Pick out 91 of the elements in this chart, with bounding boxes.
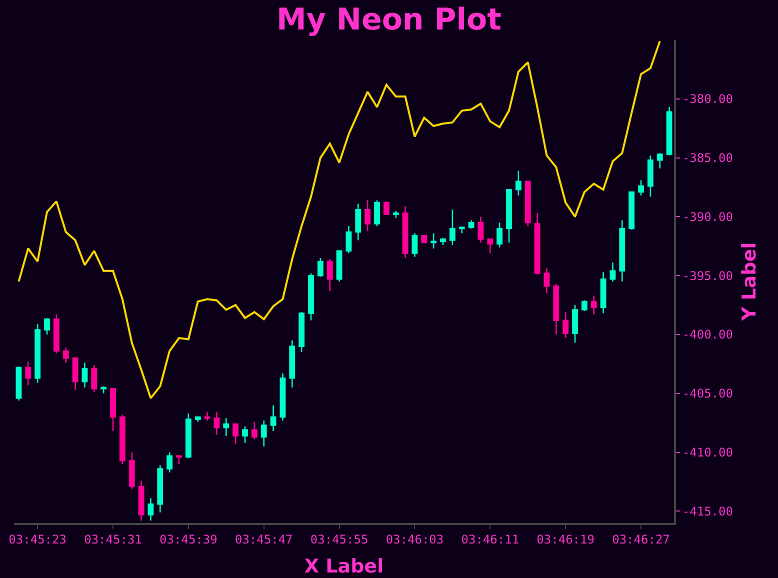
candlestick xyxy=(242,426,248,444)
candlestick xyxy=(251,421,258,440)
candlestick xyxy=(581,300,588,312)
candlestick xyxy=(298,311,305,353)
candlestick xyxy=(430,232,437,250)
candlestick xyxy=(590,294,597,316)
candlestick xyxy=(553,283,560,336)
candlestick xyxy=(346,225,352,254)
candlestick xyxy=(289,340,296,388)
candlestick xyxy=(157,464,164,514)
x-tick-label: 03:45:23 xyxy=(8,532,66,546)
candlestick xyxy=(544,268,550,294)
candlestick xyxy=(524,180,531,227)
candlestick xyxy=(572,304,578,344)
candlestick xyxy=(260,420,267,448)
candlestick xyxy=(91,364,98,393)
candlestick xyxy=(355,203,362,241)
x-tick-label: 03:45:47 xyxy=(234,532,293,546)
candlestick xyxy=(402,205,408,259)
candlestick xyxy=(232,423,239,445)
candlestick xyxy=(610,262,616,282)
y-tick-label: -390.00 xyxy=(682,210,733,224)
candlestick xyxy=(440,237,446,246)
candlestick xyxy=(138,480,144,522)
candlestick xyxy=(270,404,276,432)
candlestick xyxy=(600,271,606,314)
candlestick xyxy=(148,498,154,522)
chart-title: My Neon Plot xyxy=(276,2,502,38)
candlestick xyxy=(34,323,41,384)
candlestick xyxy=(374,200,380,227)
candlestick xyxy=(383,200,390,215)
candlestick xyxy=(638,180,644,196)
candlestick xyxy=(487,238,494,254)
candlestick xyxy=(185,412,192,459)
candlestick xyxy=(506,188,512,244)
candlestick xyxy=(280,372,286,422)
candlestick xyxy=(468,220,474,230)
candlestick xyxy=(647,154,654,198)
candlestick xyxy=(82,362,88,388)
candlestick xyxy=(449,208,456,246)
x-axis-title: X Label xyxy=(304,556,384,578)
candlestick xyxy=(317,257,324,278)
candlestick xyxy=(326,258,333,292)
candlestick xyxy=(194,416,201,422)
y-tick-label: -400.00 xyxy=(682,328,733,342)
candlestick xyxy=(166,452,173,473)
candlestick xyxy=(110,388,116,432)
y-tick-label: -395.00 xyxy=(682,268,733,283)
candlestick xyxy=(308,272,314,322)
candlestick xyxy=(72,357,78,391)
candlestick xyxy=(16,366,22,402)
candlestick xyxy=(128,452,135,490)
y-tick-label: -380.00 xyxy=(682,92,733,106)
candlestick xyxy=(412,232,418,258)
x-tick-label: 03:46:27 xyxy=(612,532,670,546)
candlestick xyxy=(666,106,672,156)
y-axis-title: Y Label xyxy=(738,242,760,322)
candlestick xyxy=(223,418,230,436)
candlestick xyxy=(458,226,465,234)
candlestick xyxy=(336,250,342,282)
candlestick xyxy=(364,200,371,232)
candlestick xyxy=(478,216,484,244)
line-series xyxy=(18,40,661,400)
y-tick-label: -385.00 xyxy=(682,151,733,165)
x-tick-label: 03:45:31 xyxy=(84,532,142,546)
candlestick xyxy=(44,317,50,336)
y-tick-label: -415.00 xyxy=(682,504,733,518)
candlestick xyxy=(628,191,635,230)
candlestick xyxy=(496,222,503,248)
candlestick xyxy=(62,346,69,364)
candlestick xyxy=(176,455,182,465)
candlestick xyxy=(204,412,210,422)
candlestick xyxy=(534,212,540,276)
candlestick xyxy=(515,170,522,196)
candlestick xyxy=(421,234,428,244)
candlestick xyxy=(656,152,663,170)
candlestick xyxy=(53,314,60,354)
candlestick xyxy=(562,311,569,339)
x-tick-label: 03:46:19 xyxy=(536,532,594,546)
candlestick xyxy=(214,412,220,436)
x-tick-label: 03:45:39 xyxy=(160,532,218,546)
candlestick xyxy=(100,386,107,394)
x-tick-label: 03:46:03 xyxy=(386,532,444,546)
candlestick xyxy=(619,220,626,282)
candlestick xyxy=(392,210,399,219)
y-tick-label: -410.00 xyxy=(682,446,733,460)
candlestick xyxy=(25,360,32,386)
x-tick-label: 03:45:55 xyxy=(310,532,368,546)
candlestick xyxy=(119,414,126,465)
x-tick-label: 03:46:11 xyxy=(461,532,520,546)
y-tick-label: -405.00 xyxy=(682,386,733,401)
